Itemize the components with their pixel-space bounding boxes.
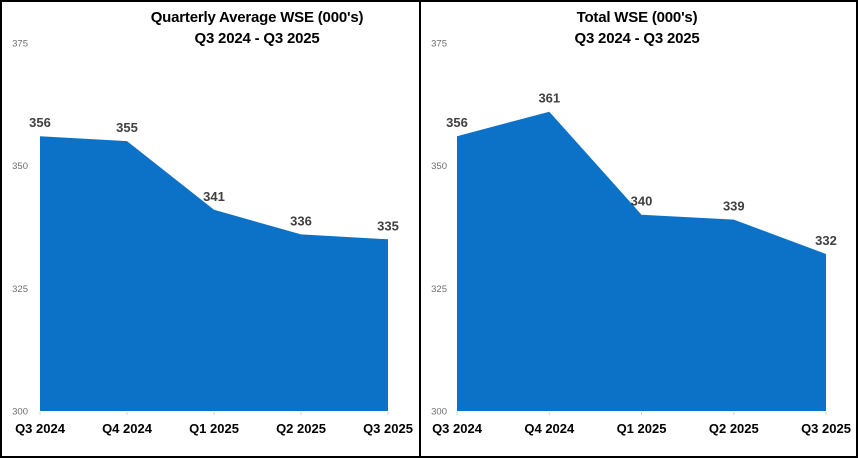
data-label: 356 (29, 115, 51, 130)
data-label: 355 (116, 120, 138, 135)
x-axis-label: Q3 2025 (363, 421, 413, 436)
x-axis-label: Q4 2024 (524, 421, 575, 436)
area-series (457, 111, 826, 411)
data-label: 361 (538, 91, 560, 106)
chart-panel-total: Total WSE (000's) Q3 2024 - Q3 2025 375 3… (421, 2, 856, 456)
data-label: 341 (203, 189, 225, 204)
panel-divider (419, 2, 421, 456)
data-label: 335 (377, 218, 399, 233)
data-label: 332 (815, 233, 837, 248)
data-label: 339 (723, 199, 745, 214)
y-axis-tick-label: 300 (431, 407, 447, 418)
data-label: 340 (631, 194, 653, 209)
y-axis-tick-label: 350 (12, 161, 28, 172)
chart-subtitle: Q3 2024 - Q3 2025 (194, 30, 320, 47)
y-axis-tick-label: 300 (12, 407, 28, 418)
area-series (40, 136, 388, 411)
data-label: 336 (290, 213, 312, 228)
x-axis-label: Q3 2024 (432, 421, 483, 436)
x-axis-label: Q1 2025 (189, 421, 239, 436)
chart-title-block: Quarterly Average WSE (000's) Q3 2024 - … (151, 7, 364, 49)
x-axis-label: Q3 2024 (15, 421, 66, 436)
x-axis-label: Q3 2025 (801, 421, 851, 436)
chart-subtitle: Q3 2024 - Q3 2025 (574, 30, 700, 47)
data-label: 356 (446, 115, 468, 130)
x-axis-label: Q1 2025 (617, 421, 667, 436)
x-axis-label: Q4 2024 (102, 421, 153, 436)
y-axis-tick-label: 325 (12, 284, 28, 295)
chart-title: Total WSE (000's) (576, 9, 698, 26)
area-chart-svg: 375 350 325 300 356 361 340 339 332 Q3 2024 Q4 202… (431, 39, 851, 437)
y-axis-tick-label: 350 (431, 161, 447, 172)
x-axis-label: Q2 2025 (709, 421, 759, 436)
y-axis-tick-label: 325 (431, 284, 447, 295)
area-chart-svg: 375 350 325 300 356 355 341 336 335 Q3 2024 Q4 202… (12, 39, 413, 437)
chart-title-block: Total WSE (000's) Q3 2024 - Q3 2025 (574, 7, 699, 49)
chart-panel-quarterly-average: Quarterly Average WSE (000's) Q3 2024 - … (2, 2, 419, 456)
y-axis-tick-label: 375 (12, 39, 28, 50)
y-axis-tick-label: 375 (431, 39, 447, 50)
x-axis-label: Q2 2025 (276, 421, 326, 436)
chart-title: Quarterly Average WSE (000's) (150, 9, 364, 26)
